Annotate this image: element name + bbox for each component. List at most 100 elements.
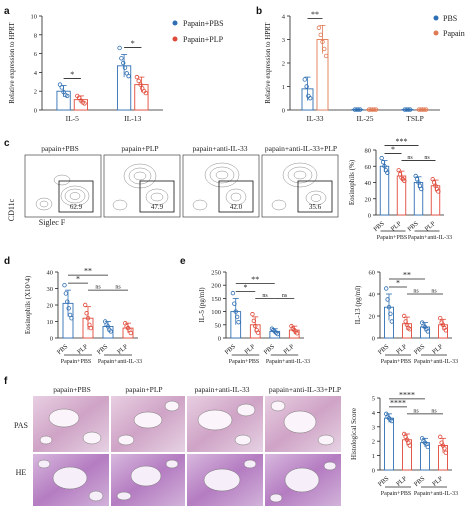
chart-c-point <box>436 189 441 194</box>
legend-a-label-2: Papain+PLP <box>183 35 224 44</box>
chart-c-sig-label: *** <box>396 137 408 146</box>
chart-e-left-ytick-label: 100 <box>211 309 221 316</box>
chart-d-point <box>84 311 89 316</box>
chart-d-category-label: PBS <box>96 343 110 356</box>
chart-a-point <box>136 78 141 84</box>
chart-d-group-label: Papain+anti-IL-33 <box>98 359 142 365</box>
chart-d-point <box>88 325 93 331</box>
chart-b-ylabel: Relative expression to HPRT <box>264 22 272 104</box>
chart-e-left-point <box>236 319 241 325</box>
chart-e-right-point <box>384 286 389 291</box>
legend-b-marker-2 <box>433 30 439 36</box>
flow-title-4: papain+anti-IL-33+PLP <box>265 144 337 153</box>
histo-pas-1 <box>33 396 109 452</box>
chart-a-category-label: IL-5 <box>66 114 80 123</box>
chart-a-point <box>120 60 126 66</box>
flow-title-2: papain+PLP <box>121 144 158 153</box>
chart-d: 0 10 20 30 40 Eosinophils (X10^4) PBS PLP PBS PLP… <box>24 267 142 365</box>
chart-c-point <box>379 155 384 161</box>
panel-letter-e: e <box>180 256 186 267</box>
chart-f-category-label: PBS <box>413 475 427 488</box>
chart-c-bar <box>379 165 390 216</box>
chart-a-point <box>119 56 124 61</box>
chart-f-point <box>389 418 394 424</box>
chart-d-point <box>85 316 91 321</box>
histo-row-label-pas: PAS <box>14 421 28 430</box>
chart-e-left-point <box>234 314 240 320</box>
chart-d-sig-label: ** <box>84 267 92 276</box>
flow-frame-1 <box>24 154 102 218</box>
chart-e-left-category-label: PBS <box>224 343 238 356</box>
chart-b-point <box>322 46 327 52</box>
panel-letter-d: d <box>4 256 10 267</box>
chart-e-left-point <box>250 312 255 317</box>
chart-d-category-label: PLP <box>76 343 89 356</box>
chart-b-point <box>323 53 329 59</box>
chart-f-ytick-label: 4 <box>372 410 376 417</box>
chart-f-ylabel: Histological Score <box>350 408 358 460</box>
chart-e-right-ytick-label: 40 <box>369 292 376 299</box>
chart-e-right-point <box>385 297 390 302</box>
chart-e-left-point <box>232 301 237 306</box>
chart-b: 0 1 2 3 4 Relative expression to HPRT IL-33 IL-… <box>264 10 440 123</box>
histo-he-3 <box>187 454 263 506</box>
chart-d-ytick-label: 20 <box>47 303 54 310</box>
chart-d-ytick-label: 10 <box>47 319 54 326</box>
chart-a-ytick-label: 10 <box>31 14 38 21</box>
chart-e-left-group-label: Papain+PBS <box>229 359 259 365</box>
chart-e-right-point <box>388 311 393 316</box>
chart-e-right-point <box>443 328 448 333</box>
chart-e-left-ytick-label: 0 <box>218 336 221 343</box>
chart-b-point <box>422 107 427 112</box>
chart-b-sig-label: ** <box>311 10 319 19</box>
flow-plot-1: papain+PBS 62.9 <box>24 144 102 218</box>
flow-gate-3 <box>218 180 254 213</box>
flow-plot-4: papain+anti-IL-33+PLP 35.6 <box>261 144 339 218</box>
chart-e-right-point <box>389 319 394 324</box>
chart-d-category-label: PLP <box>116 343 129 356</box>
chart-b-point <box>406 107 411 112</box>
chart-b-category-label: TSLP <box>406 114 424 123</box>
chart-f-ytick-label: 3 <box>372 424 375 431</box>
flow-gate-value-1: 62.9 <box>70 203 83 211</box>
chart-e-left-point <box>294 331 300 336</box>
chart-e-right-ytick-label: 0 <box>372 336 375 343</box>
chart-f-ytick-label: 5 <box>372 396 375 403</box>
chart-a-ytick-label: 0 <box>34 108 37 115</box>
chart-e-left-point <box>233 309 238 314</box>
chart-e-right-category-label: PBS <box>413 343 427 356</box>
chart-a-sig-label: * <box>131 39 135 48</box>
chart-e-right-group-label: Papain+anti-IL-33 <box>414 359 458 365</box>
histo-pas-2 <box>111 396 185 452</box>
chart-d-point <box>65 299 70 304</box>
chart-e-right-ytick-label: 60 <box>369 270 376 277</box>
chart-b-ytick-label: 3 <box>282 37 285 44</box>
chart-b-point <box>304 84 309 89</box>
chart-f-point <box>443 450 448 455</box>
chart-c-sig-label: ns <box>407 155 413 161</box>
flow-xlabel: Siglec F <box>39 218 66 227</box>
chart-b-category-label: IL-25 <box>356 114 373 123</box>
chart-f-bar <box>384 417 394 471</box>
chart-d-category-label: PBS <box>56 343 70 356</box>
chart-e-right-category-label: PBS <box>377 343 391 356</box>
chart-c-group-label: Papain+PBS <box>377 235 407 241</box>
chart-c-bar <box>396 175 407 216</box>
legend-a-marker-1 <box>172 20 178 26</box>
chart-a-point <box>64 93 70 99</box>
chart-b-ytick-label: 2 <box>282 61 285 68</box>
chart-c-group-label: Papain+anti-IL-33 <box>408 235 452 241</box>
chart-d-point <box>62 283 67 288</box>
chart-e-left-point <box>253 323 258 329</box>
chart-d-point <box>66 306 71 311</box>
chart-e-left-sig-label: ns <box>282 293 288 299</box>
flow-gate-value-3: 42.0 <box>230 203 243 211</box>
chart-f-point <box>425 444 430 450</box>
flow-title-3: papain+anti-IL-33 <box>192 144 247 153</box>
chart-f-group-label: Papain+PBS <box>381 491 411 497</box>
flow-plot-2: papain+PLP 47.9 <box>103 144 181 218</box>
chart-c-point <box>419 186 424 192</box>
chart-e-left-group-label: Papain+anti-IL-33 <box>266 359 310 365</box>
